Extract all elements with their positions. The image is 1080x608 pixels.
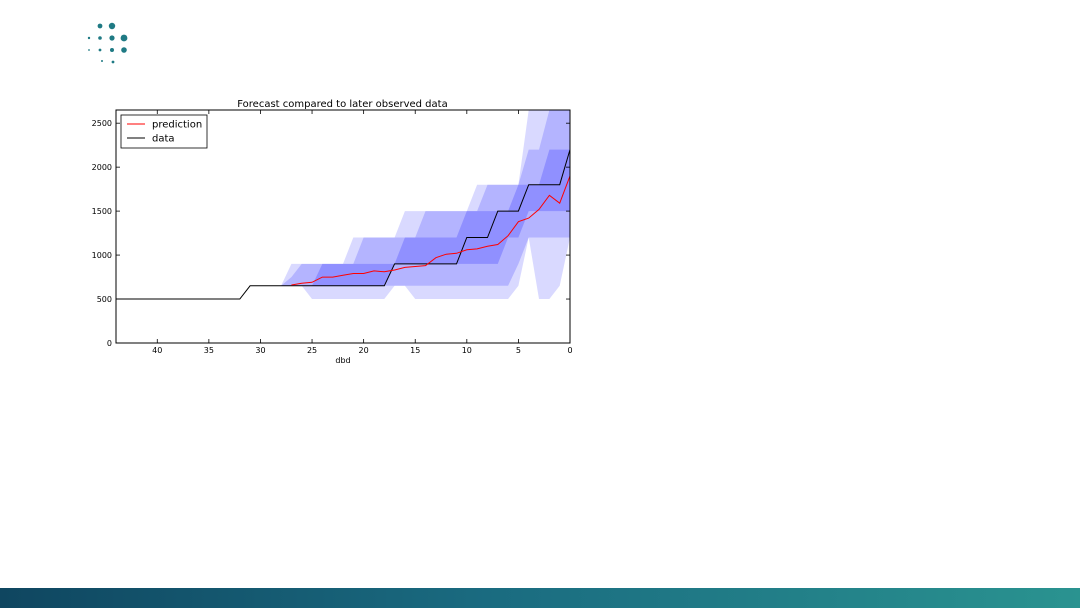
legend-box xyxy=(120,114,208,149)
chart-title: Forecast compared to later observed data xyxy=(237,99,447,110)
legend-label-data: data xyxy=(152,134,175,145)
x-tick-label: 5 xyxy=(516,346,521,355)
y-tick-label: 1000 xyxy=(92,251,112,260)
confidence-bands xyxy=(281,110,570,299)
legend: prediction data xyxy=(120,114,208,149)
series-data-line xyxy=(116,149,571,300)
band-middle xyxy=(281,110,570,286)
x-tick-label: 40 xyxy=(152,346,162,355)
x-tick-label: 10 xyxy=(462,346,472,355)
y-tick-label: 500 xyxy=(97,295,112,304)
footer-bar xyxy=(0,588,1080,608)
x-tick-label: 25 xyxy=(307,346,317,355)
y-tick-label: 1500 xyxy=(92,207,112,216)
x-axis-label: dbd xyxy=(335,356,350,365)
band-inner xyxy=(281,149,570,286)
plot-frame xyxy=(115,109,571,344)
x-tick-label: 30 xyxy=(255,346,265,355)
series-prediction-line xyxy=(291,175,571,286)
y-tick-label: 2500 xyxy=(92,119,112,128)
band-outer xyxy=(281,110,570,299)
legend-label-prediction: prediction xyxy=(152,120,202,131)
x-tick-label: 35 xyxy=(204,346,214,355)
y-tick-label: 2000 xyxy=(92,163,112,172)
x-tick-label: 15 xyxy=(410,346,420,355)
x-tick-label: 0 xyxy=(567,346,572,355)
series-lines xyxy=(116,149,571,300)
y-tick-label: 0 xyxy=(107,339,112,348)
x-tick-label: 20 xyxy=(359,346,369,355)
dots-logo-icon xyxy=(87,22,128,64)
